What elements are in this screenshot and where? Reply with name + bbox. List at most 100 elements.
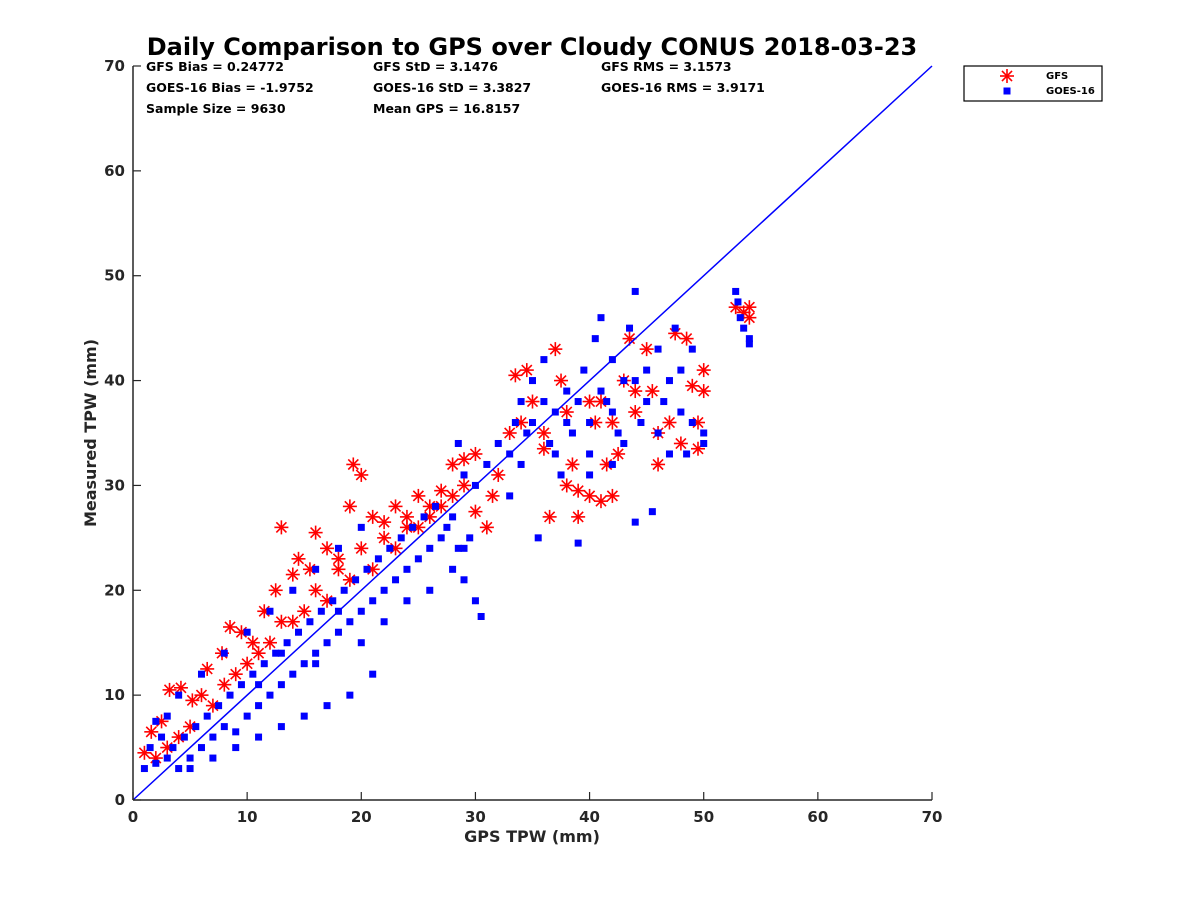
data-point-goes-16 <box>471 597 479 605</box>
y-tick-label: 40 <box>104 372 125 390</box>
data-point-goes-16 <box>568 429 576 437</box>
data-point-gfs <box>445 457 460 472</box>
data-point-gfs <box>559 405 574 420</box>
data-point-goes-16 <box>312 649 320 657</box>
data-point-goes-16 <box>745 340 753 348</box>
data-point-goes-16 <box>329 597 337 605</box>
plot-area <box>132 65 933 801</box>
stat-goes-rms: GOES-16 RMS = 3.9171 <box>601 80 765 95</box>
data-point-goes-16 <box>534 534 542 542</box>
data-point-gfs <box>388 499 403 514</box>
data-point-goes-16 <box>340 586 348 594</box>
data-point-goes-16 <box>700 439 708 447</box>
data-point-goes-16 <box>152 759 160 767</box>
y-tick-label: 30 <box>104 476 125 494</box>
x-tick-label: 50 <box>693 808 714 826</box>
data-point-goes-16 <box>597 387 605 395</box>
data-point-gfs <box>479 520 494 535</box>
data-point-gfs <box>571 509 586 524</box>
data-point-gfs <box>565 457 580 472</box>
data-point-goes-16 <box>523 429 531 437</box>
data-point-gfs <box>245 635 260 650</box>
data-point-goes-16 <box>175 765 183 773</box>
data-point-goes-16 <box>591 335 599 343</box>
data-point-goes-16 <box>688 345 696 353</box>
data-point-goes-16 <box>289 586 297 594</box>
data-point-gfs <box>274 614 289 629</box>
x-tick-label: 40 <box>579 808 600 826</box>
legend-label-goes-16: GOES-16 <box>1046 86 1095 97</box>
legend-box <box>963 65 1103 102</box>
data-point-gfs <box>185 693 200 708</box>
data-point-goes-16 <box>546 439 554 447</box>
x-tick-label: 70 <box>922 808 943 826</box>
data-point-goes-16 <box>700 429 708 437</box>
data-point-gfs <box>342 499 357 514</box>
data-point-goes-16 <box>197 670 205 678</box>
data-point-goes-16 <box>683 450 691 458</box>
data-point-goes-16 <box>380 586 388 594</box>
axes: 0 10 20 30 40 50 60 70 0 10 20 30 40 50 60 70 <box>104 57 942 826</box>
data-point-goes-16 <box>255 702 263 710</box>
legend-marker-gfs <box>1000 69 1014 83</box>
stat-goes-std: GOES-16 StD = 3.3827 <box>373 80 531 95</box>
data-point-gfs <box>297 604 312 619</box>
data-point-goes-16 <box>671 324 679 332</box>
y-tick-label: 60 <box>104 162 125 180</box>
data-point-gfs <box>628 384 643 399</box>
stat-goes-bias: GOES-16 Bias = -1.9752 <box>146 80 314 95</box>
data-point-goes-16 <box>232 744 240 752</box>
stat-gfs-std: GFS StD = 3.1476 <box>373 59 498 74</box>
y-axis-label: Measured TPW (mm) <box>81 339 100 527</box>
data-point-goes-16 <box>266 691 274 699</box>
data-point-goes-16 <box>608 408 616 416</box>
data-point-goes-16 <box>574 398 582 406</box>
data-point-goes-16 <box>614 429 622 437</box>
data-point-goes-16 <box>665 450 673 458</box>
data-point-goes-16 <box>392 576 400 584</box>
data-point-goes-16 <box>289 670 297 678</box>
data-point-goes-16 <box>648 508 656 516</box>
data-point-gfs <box>457 452 472 467</box>
data-point-gfs <box>628 405 643 420</box>
data-point-goes-16 <box>209 754 217 762</box>
data-point-gfs <box>240 656 255 671</box>
data-point-gfs <box>605 488 620 503</box>
data-point-gfs <box>502 426 517 440</box>
data-point-goes-16 <box>563 419 571 427</box>
data-point-gfs <box>162 682 177 697</box>
data-point-goes-16 <box>665 377 673 385</box>
data-point-gfs <box>582 488 597 503</box>
x-tick-label: 0 <box>128 808 138 826</box>
data-point-gfs <box>491 467 506 482</box>
series-goes-16 <box>140 287 753 773</box>
data-point-goes-16 <box>260 660 268 668</box>
data-point-gfs <box>645 384 660 399</box>
data-point-goes-16 <box>140 765 148 773</box>
data-point-gfs <box>308 525 323 540</box>
data-point-gfs <box>445 488 460 503</box>
chart-title: Daily Comparison to GPS over Cloudy CONU… <box>147 33 918 61</box>
data-point-gfs <box>696 363 711 378</box>
data-point-goes-16 <box>426 544 434 552</box>
y-tick-label: 20 <box>104 581 125 599</box>
data-point-gfs <box>508 368 523 383</box>
data-point-goes-16 <box>454 544 462 552</box>
stats-block: GFS Bias = 0.24772 GFS StD = 3.1476 GFS … <box>146 59 765 116</box>
data-point-goes-16 <box>243 628 251 636</box>
legend-square <box>1003 87 1011 95</box>
data-point-goes-16 <box>631 377 639 385</box>
data-point-goes-16 <box>740 324 748 332</box>
data-point-goes-16 <box>352 576 360 584</box>
data-point-goes-16 <box>369 597 377 605</box>
data-point-goes-16 <box>346 618 354 626</box>
data-point-goes-16 <box>506 492 514 500</box>
data-point-gfs <box>554 373 569 388</box>
x-tick-label: 10 <box>237 808 258 826</box>
stat-sample-size: Sample Size = 9630 <box>146 101 286 116</box>
data-point-goes-16 <box>169 744 177 752</box>
data-point-goes-16 <box>688 419 696 427</box>
y-tick-label: 0 <box>115 791 125 809</box>
data-point-gfs <box>262 635 277 650</box>
data-point-gfs <box>217 677 232 692</box>
